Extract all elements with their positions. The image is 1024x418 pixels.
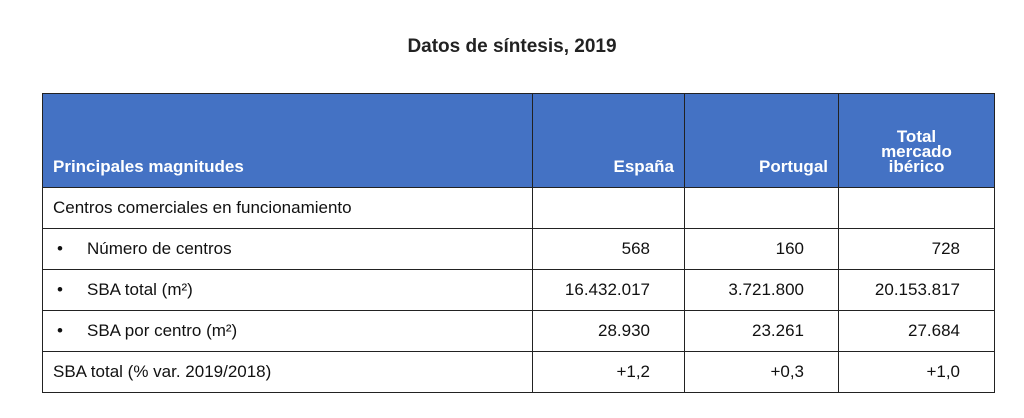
row-label: SBA por centro (m²) [42,310,533,352]
data-table: Principales magnitudes España Portugal T… [42,93,995,393]
header-cell: Principales magnitudes [42,93,533,188]
value-cell: +1,0 [838,351,995,393]
header-cell: Total mercado ibérico [838,93,995,188]
value-cell [532,187,685,229]
row-label: SBA total (m²) [42,269,533,311]
header-text: Total mercado ibérico [881,127,952,176]
value-cell: 20.153.817 [838,269,995,311]
value-cell: 3.721.800 [684,269,839,311]
value-cell: +1,2 [532,351,685,393]
row-label: Número de centros [42,228,533,270]
table-row: SBA total (m²)16.432.0173.721.80020.153.… [42,269,995,311]
value-cell: 28.930 [532,310,685,352]
table-row: Centros comerciales en funcionamiento [42,187,995,229]
value-cell: 728 [838,228,995,270]
table-body: Centros comerciales en funcionamientoNúm… [42,187,995,393]
row-label: Centros comerciales en funcionamiento [42,187,533,229]
row-label: SBA total (% var. 2019/2018) [42,351,533,393]
value-cell: 568 [532,228,685,270]
value-cell: +0,3 [684,351,839,393]
value-cell [838,187,995,229]
value-cell: 160 [684,228,839,270]
header-row: Principales magnitudes España Portugal T… [42,93,995,188]
value-cell [684,187,839,229]
header-cell: España [532,93,685,188]
table-row: SBA total (% var. 2019/2018) +1,2 +0,3 +1,0 [42,351,995,393]
value-cell: 27.684 [838,310,995,352]
table-title: Datos de síntesis, 2019 [407,36,617,57]
header-cell: Portugal [684,93,839,188]
value-cell: 16.432.017 [532,269,685,311]
value-cell: 23.261 [684,310,839,352]
